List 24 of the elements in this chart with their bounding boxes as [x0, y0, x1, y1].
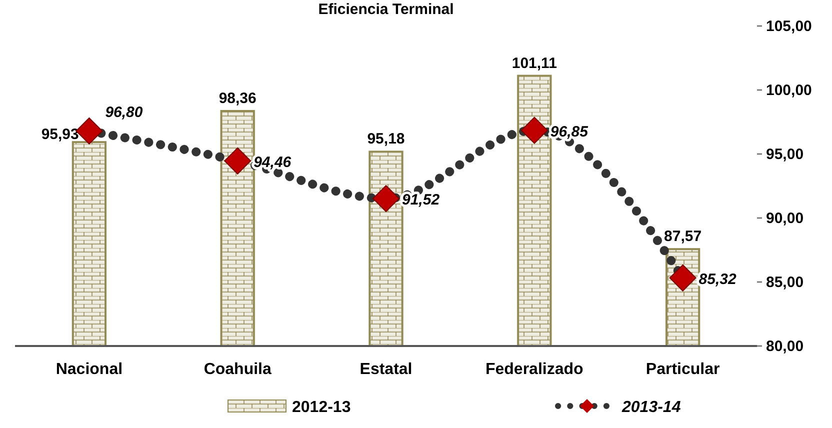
data-label: 98,36 [218, 90, 256, 107]
y-tick-label: 100,00 [766, 82, 812, 99]
legend-label: 2013-14 [621, 399, 681, 416]
x-tick-label: Coahuila [204, 361, 272, 378]
legend-label: 2012-13 [292, 399, 351, 416]
y-tick-label: 80,00 [766, 338, 804, 355]
data-label: 95,93 [41, 126, 79, 144]
data-label: 96,80 [105, 104, 144, 121]
x-tick-label: Federalizado [485, 361, 584, 378]
point [372, 185, 400, 212]
x-tick-label: Nacional [56, 361, 123, 378]
point [520, 116, 548, 144]
y-tick-label: 95,00 [766, 146, 804, 163]
chart-title: Eficiencia Terminal [318, 1, 454, 18]
y-tick-label: 105,00 [766, 18, 812, 35]
y-tick-label: 90,00 [766, 210, 804, 227]
data-label: 101,11 [512, 54, 557, 72]
x-tick-label: Particular [646, 361, 720, 378]
x-tick-label: Estatal [360, 361, 412, 378]
data-label: 87,57 [664, 228, 702, 246]
data-label: 95,18 [367, 130, 405, 148]
point [669, 264, 696, 292]
point [224, 147, 252, 174]
y-tick-label: 85,00 [766, 274, 804, 291]
